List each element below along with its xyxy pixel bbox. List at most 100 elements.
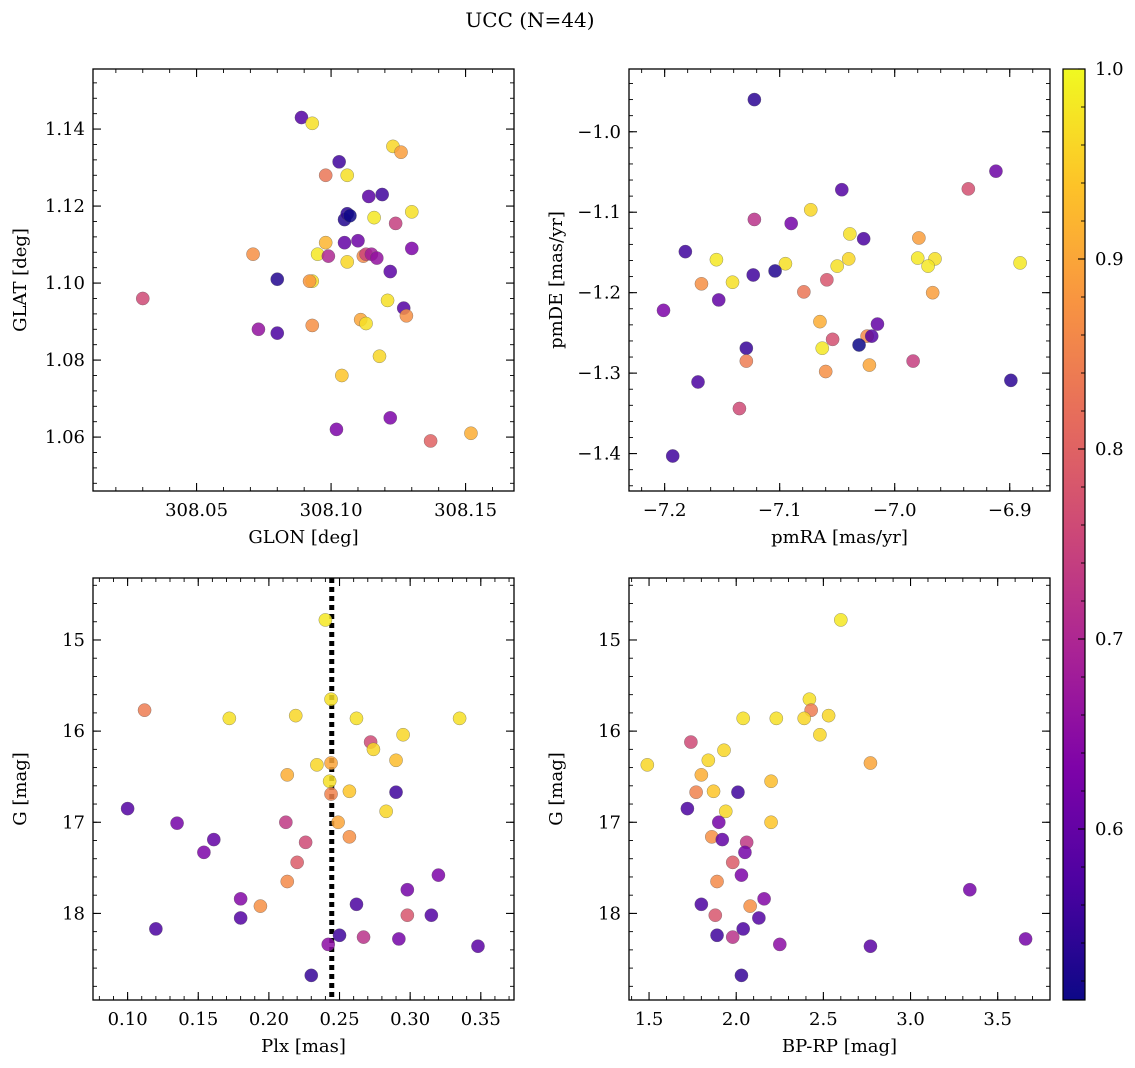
data-point xyxy=(784,216,799,231)
x-tick-label: −6.9 xyxy=(988,500,1032,521)
data-point xyxy=(834,182,849,197)
data-point xyxy=(768,264,782,278)
y-tick-label: −1.4 xyxy=(577,444,621,465)
data-point xyxy=(389,753,403,768)
data-point xyxy=(253,899,268,913)
data-point xyxy=(399,308,414,323)
data-point xyxy=(423,434,438,448)
data-point xyxy=(375,187,390,202)
data-point xyxy=(910,251,925,265)
data-point xyxy=(734,868,749,882)
y-axis-label: GLAT [deg] xyxy=(10,228,31,332)
data-point xyxy=(372,349,387,364)
data-point xyxy=(736,922,751,936)
x-tick-label: 308.15 xyxy=(434,500,497,521)
data-point xyxy=(803,202,818,217)
data-point xyxy=(322,774,337,789)
data-point xyxy=(324,787,338,801)
scatter-panel-1: 308.05 308.10 308.15 1.06 1.08 1.10 1.12 1.14 GL… xyxy=(10,68,515,548)
data-point xyxy=(912,231,926,245)
data-point xyxy=(404,241,419,256)
data-point xyxy=(302,274,317,289)
data-point xyxy=(394,145,408,160)
data-point xyxy=(170,816,184,831)
x-tick-label: 0.35 xyxy=(461,1009,501,1030)
data-point xyxy=(764,815,778,830)
data-point xyxy=(732,401,747,416)
data-point xyxy=(1004,373,1018,388)
y-axis-label: pmDE [mas/yr] xyxy=(546,211,567,349)
data-point xyxy=(665,449,680,463)
data-point xyxy=(821,708,836,723)
data-point xyxy=(813,314,827,329)
data-point xyxy=(843,227,857,241)
data-points xyxy=(135,110,478,448)
data-point xyxy=(149,922,163,936)
data-point xyxy=(383,264,398,279)
x-tick-label: −7.2 xyxy=(643,500,687,521)
data-point xyxy=(288,708,303,723)
data-point xyxy=(388,216,403,231)
data-point xyxy=(359,316,373,331)
data-point xyxy=(717,743,731,758)
colorbar-tick-label: 1.0 xyxy=(1095,59,1124,80)
data-point xyxy=(701,753,716,768)
colorbar-tick-label: 0.6 xyxy=(1095,819,1124,840)
data-point xyxy=(280,768,295,782)
data-point xyxy=(689,785,703,800)
data-point xyxy=(757,891,771,906)
x-tick-label: 308.05 xyxy=(165,500,228,521)
data-points xyxy=(640,613,1033,983)
data-point xyxy=(706,784,721,799)
data-point xyxy=(747,92,762,107)
data-point xyxy=(819,272,834,287)
data-point xyxy=(725,930,740,944)
x-tick-label: 0.25 xyxy=(319,1009,359,1030)
data-point xyxy=(343,208,357,223)
data-point xyxy=(369,251,384,265)
data-point xyxy=(321,249,336,263)
data-point xyxy=(725,855,740,870)
data-point xyxy=(925,285,940,300)
data-point xyxy=(1018,932,1033,946)
data-point xyxy=(711,293,726,307)
data-point xyxy=(246,247,260,262)
data-point xyxy=(404,204,419,219)
colorbar: 0.6 0.7 0.8 0.9 1.0 xyxy=(1062,59,1124,1001)
data-point xyxy=(290,855,304,870)
data-point xyxy=(270,272,285,287)
x-tick-label: 308.10 xyxy=(300,500,363,521)
data-point xyxy=(298,835,313,850)
data-points xyxy=(656,92,1027,463)
x-axis-label: GLON [deg] xyxy=(248,527,358,548)
data-point xyxy=(1013,256,1027,270)
data-point xyxy=(841,252,856,266)
data-point xyxy=(379,804,393,819)
data-point xyxy=(711,815,726,830)
data-point xyxy=(342,784,357,799)
y-axis-label: G [mag] xyxy=(10,752,31,825)
data-point xyxy=(424,908,439,923)
y-tick-label: 18 xyxy=(598,903,621,924)
data-point xyxy=(906,354,920,368)
axes-frame xyxy=(628,577,1051,1001)
y-tick-label: 1.12 xyxy=(45,196,85,217)
data-point xyxy=(640,757,655,772)
data-point xyxy=(361,189,376,204)
y-tick-label: 1.06 xyxy=(45,427,85,448)
data-point xyxy=(331,815,345,830)
colorbar-tick-label: 0.7 xyxy=(1095,629,1124,650)
data-point xyxy=(989,164,1003,179)
y-tick-label: 1.10 xyxy=(45,273,85,294)
data-point xyxy=(718,804,733,819)
data-point xyxy=(356,930,371,944)
x-tick-label: 3.5 xyxy=(983,1009,1012,1030)
data-point xyxy=(351,233,365,248)
data-point xyxy=(725,275,740,290)
data-point xyxy=(304,968,319,983)
data-point xyxy=(743,899,758,913)
scatter-panel-3: 0.10 0.15 0.20 0.25 0.30 0.35 15 16 17 18 Plx [mas… xyxy=(10,577,515,1057)
data-point xyxy=(471,939,485,954)
x-tick-label: 2.0 xyxy=(722,1009,751,1030)
data-point xyxy=(769,711,784,726)
